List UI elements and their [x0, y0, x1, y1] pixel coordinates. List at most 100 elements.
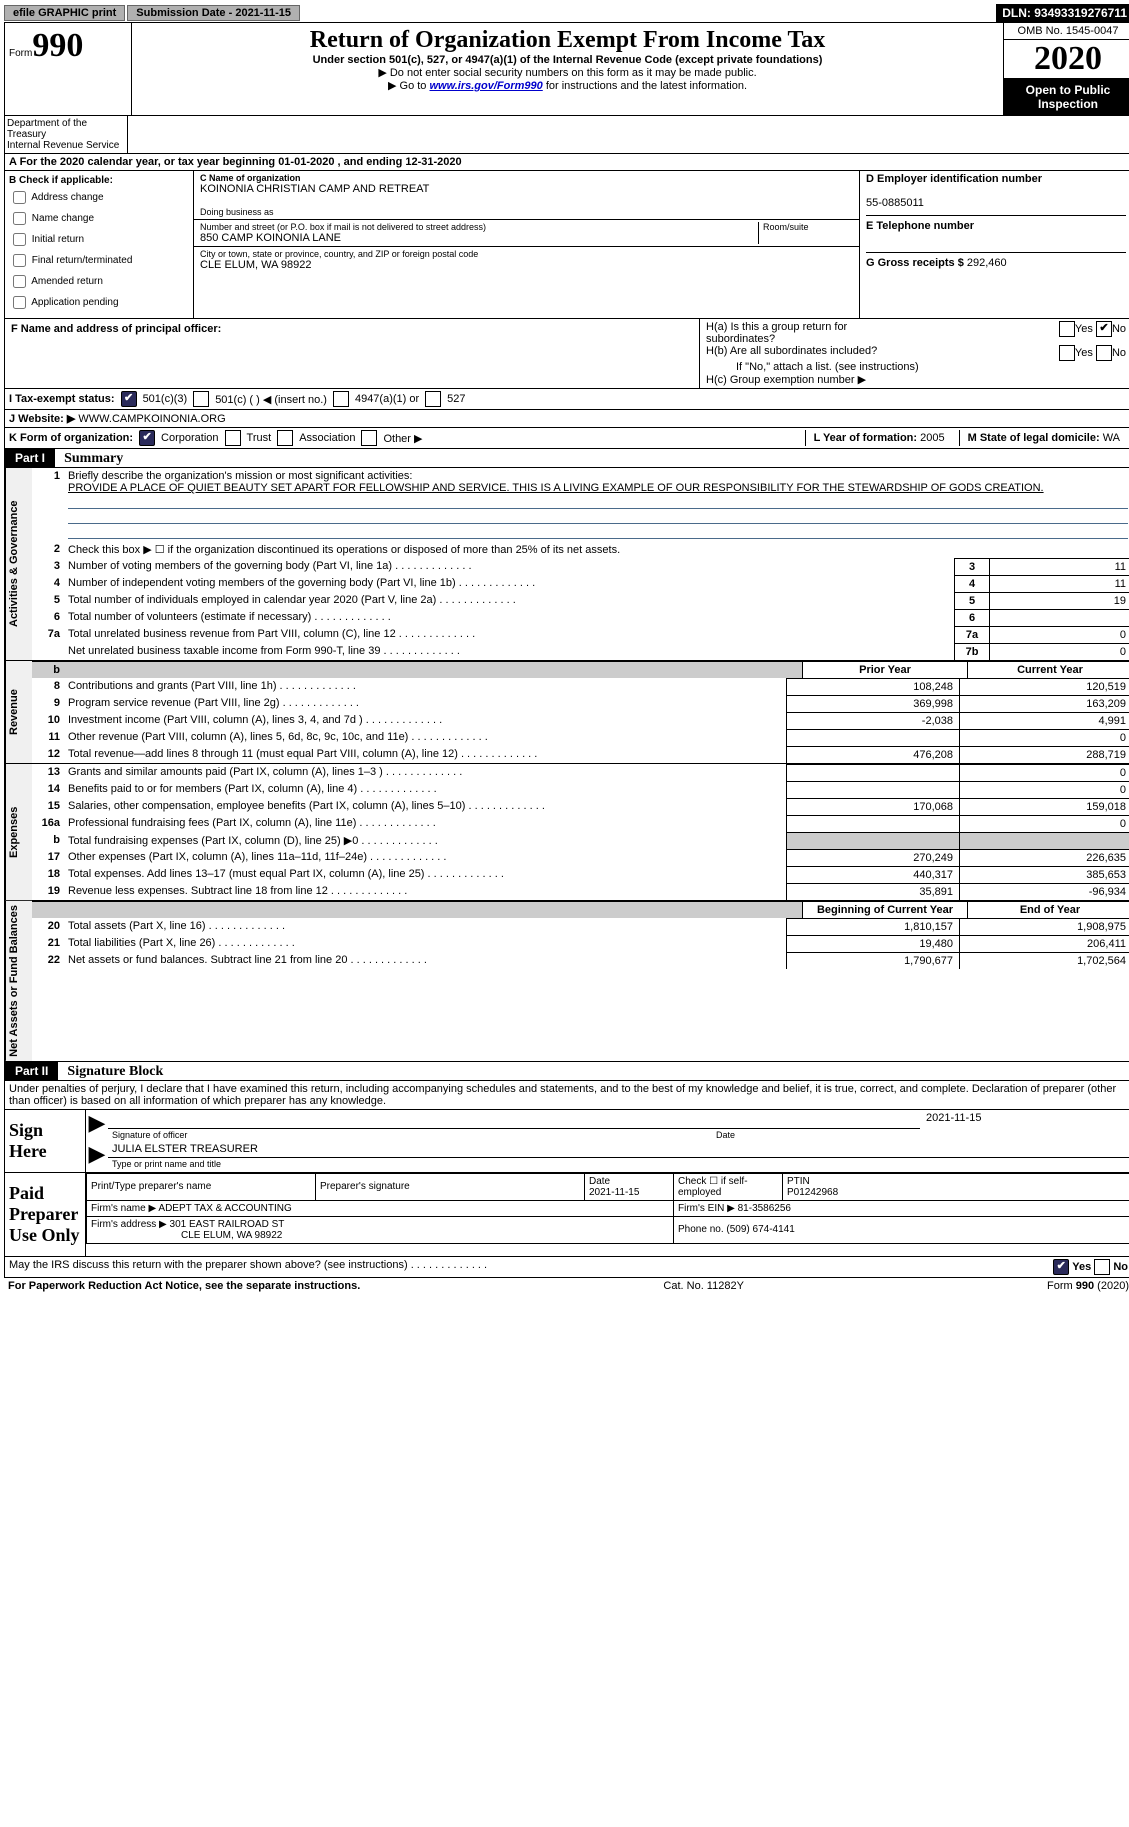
chk-527[interactable] — [425, 391, 441, 407]
chk-amended-return-label: Amended return — [31, 276, 103, 287]
header-row: Form990 Return of Organization Exempt Fr… — [5, 23, 1129, 115]
tab-revenue: Revenue — [5, 661, 32, 763]
chk-association[interactable] — [277, 430, 293, 446]
may-irs-no-checkbox[interactable] — [1094, 1259, 1110, 1275]
opt-other: Other ▶ — [383, 432, 422, 445]
h-a-yes-checkbox[interactable] — [1059, 321, 1075, 337]
tab-net-assets: Net Assets or Fund Balances — [5, 901, 32, 1061]
h-b-answers: Yes No — [1059, 345, 1126, 361]
line-b-prior — [786, 832, 959, 849]
line-10-prior: -2,038 — [786, 712, 959, 729]
opt-4947: 4947(a)(1) or — [355, 393, 419, 405]
dept-treasury: Department of the Treasury Internal Reve… — [5, 116, 128, 153]
section-klm: K Form of organization: ✔ Corporation Tr… — [5, 427, 1129, 448]
section-expenses: Expenses 13 Grants and similar amounts p… — [5, 763, 1129, 900]
line-11-num: 11 — [32, 729, 64, 746]
chk-name-change-label: Name change — [32, 213, 94, 224]
type-name-label: Type or print name and title — [108, 1157, 1129, 1170]
submission-date-button[interactable]: Submission Date - 2021-11-15 — [127, 5, 300, 21]
line-21-prior: 19,480 — [786, 935, 959, 952]
line-3-text: Number of voting members of the governin… — [64, 558, 954, 575]
may-irs-row: May the IRS discuss this return with the… — [5, 1256, 1129, 1277]
section-c: C Name of organization KOINONIA CHRISTIA… — [194, 171, 860, 318]
chk-final-return[interactable]: Final return/terminated — [9, 251, 189, 270]
form-title: Return of Organization Exempt From Incom… — [136, 27, 999, 54]
line-4-value: 11 — [989, 575, 1129, 592]
mission-blank-1 — [68, 494, 1128, 509]
rev-hdr-num: b — [32, 661, 64, 678]
chk-address-change[interactable]: Address change — [9, 188, 189, 207]
chk-app-pending[interactable]: Application pending — [9, 293, 189, 312]
ein-value: 55-0885011 — [866, 197, 924, 209]
net-lines: 20 Total assets (Part X, line 16) 1,810,… — [32, 918, 1129, 969]
chk-4947[interactable] — [333, 391, 349, 407]
principal-officer-label: F Name and address of principal officer: — [11, 323, 221, 335]
chk-other[interactable] — [361, 430, 377, 446]
declaration-text: Under penalties of perjury, I declare th… — [5, 1080, 1129, 1109]
chk-name-change[interactable]: Name change — [9, 209, 189, 228]
footer-row: For Paperwork Reduction Act Notice, see … — [4, 1278, 1129, 1294]
chk-amended-return[interactable]: Amended return — [9, 272, 189, 291]
sig-date-label: Date — [716, 1130, 916, 1140]
efile-print-button[interactable]: efile GRAPHIC print — [4, 5, 125, 21]
line-b-text: Total fundraising expenses (Part IX, col… — [64, 832, 786, 849]
section-de: D Employer identification number 55-0885… — [860, 171, 1129, 318]
line-7b-num — [32, 643, 64, 660]
chk-initial-return[interactable]: Initial return — [9, 230, 189, 249]
line-6-num: 6 — [32, 609, 64, 626]
chk-501c3[interactable]: ✔ — [121, 391, 137, 407]
line-3-box: 3 — [954, 558, 989, 575]
mission-text: PROVIDE A PLACE OF QUIET BEAUTY SET APAR… — [68, 482, 1044, 494]
line-8-current: 120,519 — [959, 678, 1129, 695]
line-13-prior — [786, 764, 959, 781]
city-label: City or town, state or province, country… — [200, 249, 853, 259]
net-assets-body: Beginning of Current Year End of Year 20… — [32, 901, 1129, 1061]
ein-label: D Employer identification number — [866, 173, 1042, 185]
org-name-cell: C Name of organization KOINONIA CHRISTIA… — [194, 171, 859, 220]
top-bar: efile GRAPHIC print Submission Date - 20… — [4, 4, 1129, 22]
firm-name-label: Firm's name ▶ — [91, 1203, 156, 1214]
mission-blank-3 — [68, 524, 1128, 539]
irs-link[interactable]: www.irs.gov/Form990 — [429, 80, 542, 92]
paid-preparer-label: Paid Preparer Use Only — [5, 1173, 86, 1256]
col-end: End of Year — [967, 901, 1129, 918]
line-19-num: 19 — [32, 883, 64, 900]
city-state-zip: CLE ELUM, WA 98922 — [200, 259, 853, 271]
chk-corporation[interactable]: ✔ — [139, 430, 155, 446]
yes-label-2: Yes — [1075, 347, 1093, 359]
h-b-yes-checkbox[interactable] — [1059, 345, 1075, 361]
line-7a-num: 7a — [32, 626, 64, 643]
may-irs-yes-checkbox[interactable]: ✔ — [1053, 1259, 1069, 1275]
tab-governance: Activities & Governance — [5, 468, 32, 660]
line-2-num: 2 — [32, 541, 64, 558]
line-5-box: 5 — [954, 592, 989, 609]
line-13-num: 13 — [32, 764, 64, 781]
line-22-current: 1,702,564 — [959, 952, 1129, 969]
line-14-current: 0 — [959, 781, 1129, 798]
h-b-no-checkbox[interactable] — [1096, 345, 1112, 361]
dln-value: 93493319276711 — [1034, 6, 1127, 20]
gross-receipts-value: 292,460 — [967, 257, 1007, 269]
fh-row: F Name and address of principal officer:… — [5, 318, 1129, 388]
line-4-box: 4 — [954, 575, 989, 592]
section-j: J Website: ▶ WWW.CAMPKOINONIA.ORG — [5, 409, 1129, 427]
col-prior-year: Prior Year — [802, 661, 967, 678]
line-15-num: 15 — [32, 798, 64, 815]
paid-preparer-row: Paid Preparer Use Only Print/Type prepar… — [5, 1172, 1129, 1256]
tab-expenses: Expenses — [5, 764, 32, 900]
line-5-num: 5 — [32, 592, 64, 609]
chk-501c[interactable] — [193, 391, 209, 407]
h-a-no-checkbox[interactable]: ✔ — [1096, 321, 1112, 337]
line-4-num: 4 — [32, 575, 64, 592]
chk-trust[interactable] — [225, 430, 241, 446]
part-2-header: Part II Signature Block — [5, 1061, 1129, 1080]
line-15-prior: 170,068 — [786, 798, 959, 815]
line-18-current: 385,653 — [959, 866, 1129, 883]
irs-link-text: www.irs.gov/Form990 — [429, 80, 542, 92]
state-domicile-label: M State of legal domicile: — [968, 432, 1103, 444]
org-name-label: C Name of organization — [200, 173, 301, 183]
pp-self-employed[interactable]: Check ☐ if self-employed — [674, 1173, 783, 1200]
opt-501c3: 501(c)(3) — [143, 393, 188, 405]
dept-row: Department of the Treasury Internal Reve… — [5, 115, 1129, 153]
line-13-current: 0 — [959, 764, 1129, 781]
